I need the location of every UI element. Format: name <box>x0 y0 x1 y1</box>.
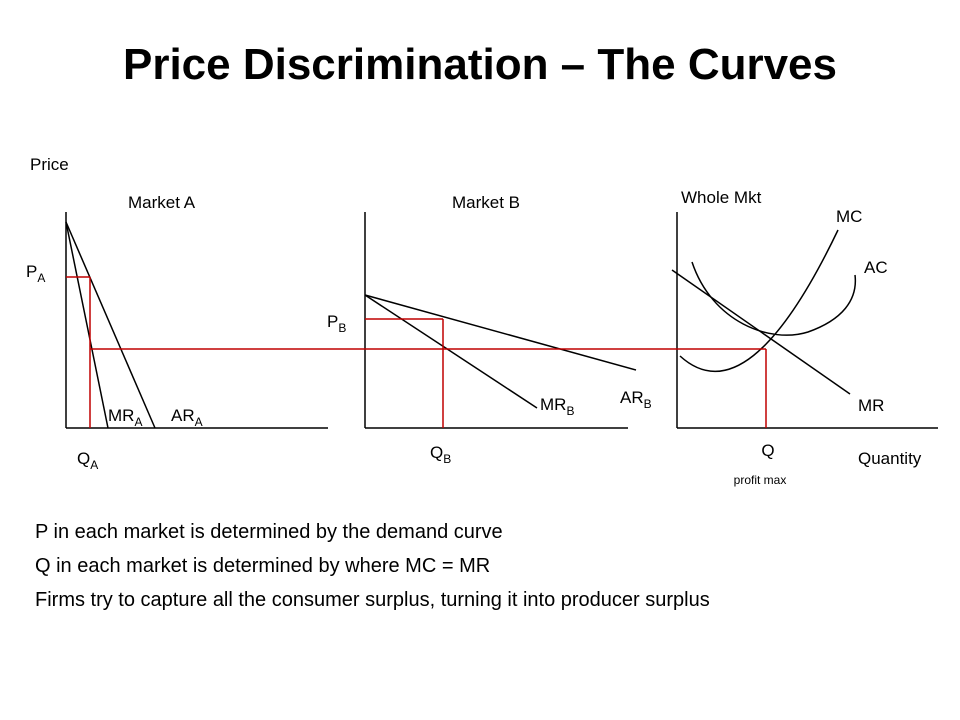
market-b-ar-curve <box>364 294 637 371</box>
market-b-mr-label: MRB <box>540 395 574 418</box>
slide-title: Price Discrimination – The Curves <box>122 40 838 89</box>
market-a-ar-label: ARA <box>171 406 203 429</box>
market-a-panel <box>65 212 328 429</box>
explanation-price: P in each market is determined by the de… <box>35 521 503 543</box>
profit-max-note: profit max <box>734 473 787 487</box>
market-b-label: Market B <box>452 193 520 212</box>
whole-market-label: Whole Mkt <box>681 188 762 207</box>
market-a-mr-curve <box>65 221 109 429</box>
market-b-ar-label: ARB <box>620 388 652 411</box>
market-a-ar-curve <box>65 221 156 429</box>
market-b-mr-curve <box>364 294 538 409</box>
whole-market-panel <box>671 212 938 429</box>
market-a-quantity-label: QA <box>77 449 98 472</box>
explanation-quantity: Q in each market is determined by where … <box>35 555 491 577</box>
whole-market-ac-curve <box>691 261 857 336</box>
market-b-panel <box>364 212 637 429</box>
whole-market-mc-curve <box>679 229 839 373</box>
whole-market-quantity-label: Q <box>761 441 774 460</box>
whole-market-mc-label: MC <box>836 207 862 226</box>
quantity-axis-label: Quantity <box>858 449 922 468</box>
market-a-price-label: PA <box>26 262 45 285</box>
market-b-price-label: PB <box>327 312 346 335</box>
market-a-label: Market A <box>128 193 196 212</box>
whole-market-mr-label: MR <box>858 396 884 415</box>
price-axis-label: Price <box>30 155 69 174</box>
explanation-surplus: Firms try to capture all the consumer su… <box>35 589 710 611</box>
price-discrimination-diagram: Price Quantity Market A Market B Whole M… <box>26 155 938 487</box>
explanation-list: P in each market is determined by the de… <box>35 520 915 622</box>
market-a-mr-label: MRA <box>108 406 142 429</box>
market-b-quantity-label: QB <box>430 443 451 466</box>
whole-market-ac-label: AC <box>864 258 888 277</box>
